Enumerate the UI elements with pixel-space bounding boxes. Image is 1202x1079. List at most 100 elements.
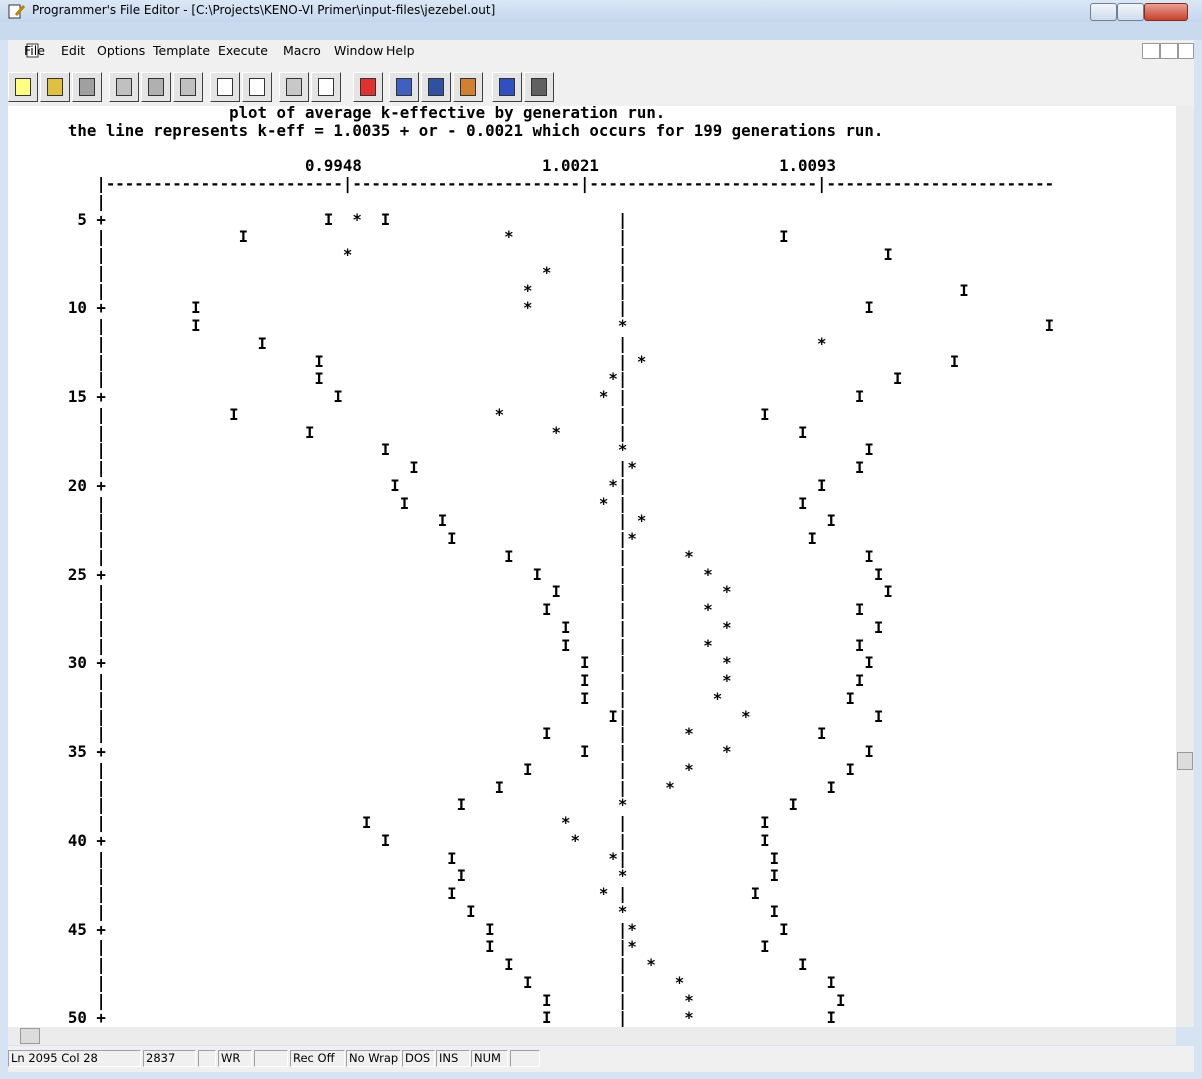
icon — [148, 78, 164, 96]
scroll-thumb[interactable] — [20, 1028, 40, 1044]
mdi-restore[interactable] — [1160, 43, 1178, 59]
menu-item[interactable]: Window — [334, 43, 383, 58]
status-panel: NUM — [471, 1050, 508, 1067]
close-button[interactable] — [1144, 3, 1188, 21]
text-line: 35 + I | * I — [11, 743, 874, 761]
status-panel: WR — [218, 1050, 252, 1067]
text-line: 50 + I | * I — [11, 1009, 836, 1027]
icon — [318, 78, 334, 96]
text-line: | I * I — [11, 317, 1054, 335]
text-line: |-------------------------|-------------… — [11, 175, 1054, 193]
menu-item[interactable]: File — [24, 43, 45, 58]
app-icon — [8, 3, 26, 19]
status-panel — [510, 1050, 540, 1067]
text-line: | I | * I — [11, 690, 855, 708]
menu-item[interactable]: Execute — [218, 43, 268, 58]
window-title: Programmer's File Editor - [C:\Projects\… — [32, 3, 495, 17]
icon — [499, 78, 515, 96]
icon — [531, 78, 547, 96]
text-line: 0.9948 1.0021 1.0093 — [11, 157, 836, 175]
text-line: | I *| I — [11, 370, 902, 388]
status-panel: No Wrap — [346, 1050, 401, 1067]
text-line: | I * | I — [11, 495, 808, 513]
menu-item[interactable]: Edit — [61, 43, 85, 58]
status-panel: 2837 — [143, 1050, 196, 1067]
text-line: | I | * I — [11, 548, 874, 566]
menu-item[interactable]: Help — [386, 43, 415, 58]
text-line: | I |* I — [11, 938, 770, 956]
icon — [217, 78, 233, 96]
toolbar-button[interactable] — [492, 72, 522, 102]
status-panel: Ln 2095 Col 28 — [8, 1050, 141, 1067]
text-line: | * | I — [11, 282, 969, 300]
mdi-close[interactable] — [1178, 43, 1194, 59]
text-line: | I * I — [11, 796, 798, 814]
text-line: | I | * — [11, 335, 826, 353]
toolbar-button[interactable] — [210, 72, 240, 102]
text-line: 40 + I * | I — [11, 832, 770, 850]
status-panel — [198, 1050, 216, 1067]
icon — [460, 78, 476, 96]
text-line: | I | * I — [11, 601, 864, 619]
text-line: | I | * I — [11, 353, 959, 371]
text-line: | I | * I — [11, 956, 808, 974]
text-line: 15 + I * | I — [11, 388, 864, 406]
toolbar-button[interactable] — [8, 72, 38, 102]
vertical-scrollbar[interactable] — [1176, 106, 1194, 1027]
horizontal-scrollbar[interactable] — [8, 1027, 1176, 1045]
text-line: | I * | I — [11, 406, 770, 424]
text-line: | I * I — [11, 903, 779, 921]
toolbar-button[interactable] — [453, 72, 483, 102]
text-line: | I *| I — [11, 850, 779, 868]
scroll-thumb[interactable] — [1177, 752, 1193, 770]
icon — [396, 78, 412, 96]
text-line: | I |* I — [11, 459, 864, 477]
status-panel: INS — [436, 1050, 470, 1067]
text-line: 30 + I | * I — [11, 654, 874, 672]
toolbar-button[interactable] — [40, 72, 70, 102]
icon — [79, 78, 95, 96]
toolbar-button[interactable] — [421, 72, 451, 102]
toolbar-button[interactable] — [311, 72, 341, 102]
toolbar-button[interactable] — [109, 72, 139, 102]
text-line: | I | * I — [11, 512, 836, 530]
text-line: the line represents k-eff = 1.0035 + or … — [11, 122, 883, 140]
text-line: | I | * I — [11, 974, 836, 992]
icon — [428, 78, 444, 96]
icon — [286, 78, 302, 96]
minimize-button[interactable] — [1090, 3, 1117, 21]
text-line: | I * | I — [11, 814, 770, 832]
toolbar-button[interactable] — [353, 72, 383, 102]
menu-item[interactable]: Macro — [283, 43, 321, 58]
menu-item[interactable]: Options — [97, 43, 145, 58]
icon — [180, 78, 196, 96]
text-line: | I | * I — [11, 672, 864, 690]
screen: Programmer's File Editor - [C:\Projects\… — [0, 0, 1202, 1079]
text-line: | — [11, 193, 106, 211]
maximize-button[interactable] — [1117, 3, 1144, 21]
toolbar — [8, 62, 1194, 107]
menu-bar: File Edit Options Template Execute Macro Windo… — [8, 40, 1194, 62]
toolbar-button[interactable] — [72, 72, 102, 102]
toolbar-button[interactable] — [173, 72, 203, 102]
toolbar-button[interactable] — [242, 72, 272, 102]
menu-item[interactable]: Template — [153, 43, 210, 58]
text-line: | I |* I — [11, 530, 817, 548]
text-line: | I | * I — [11, 761, 855, 779]
icon — [116, 78, 132, 96]
toolbar-button[interactable] — [524, 72, 554, 102]
text-line: | * | I — [11, 246, 893, 264]
mdi-minimize[interactable] — [1142, 43, 1160, 59]
status-panel: DOS — [402, 1050, 435, 1067]
toolbar-button[interactable] — [389, 72, 419, 102]
icon — [15, 78, 31, 96]
toolbar-button[interactable] — [279, 72, 309, 102]
text-line: 45 + I |* I — [11, 921, 789, 939]
text-line: 25 + I | * I — [11, 566, 883, 584]
text-line: 10 + I * | I — [11, 299, 874, 317]
toolbar-button[interactable] — [141, 72, 171, 102]
text-line: plot of average k-effective by generatio… — [11, 106, 665, 122]
text-line: 20 + I *| I — [11, 477, 826, 495]
text-line: | I | * I — [11, 619, 883, 637]
frame — [0, 22, 1202, 40]
